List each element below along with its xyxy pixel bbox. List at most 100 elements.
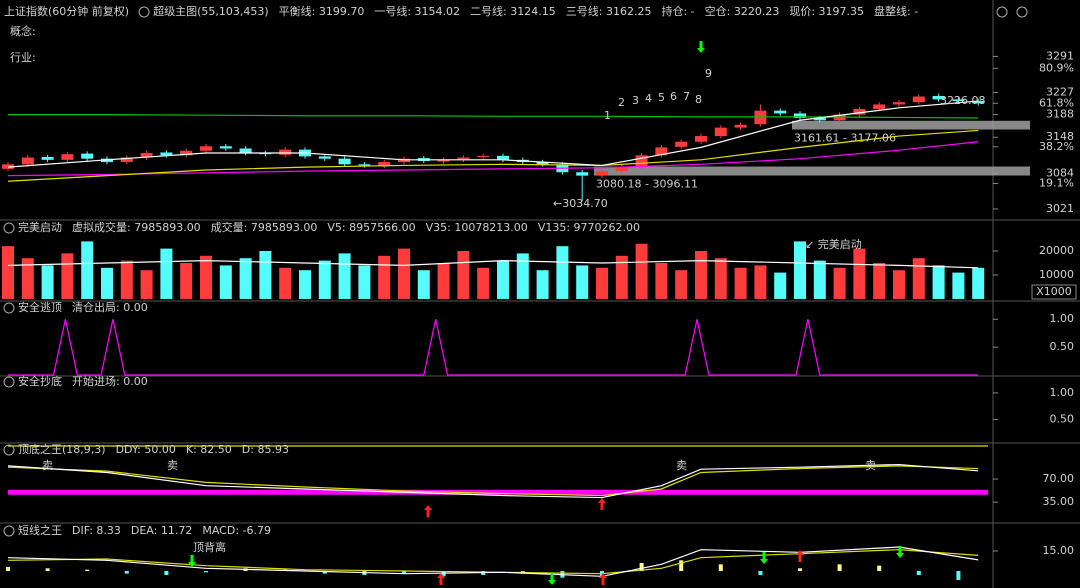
pct-tick-label: 19.1% <box>1039 177 1074 190</box>
candle-body <box>200 146 212 151</box>
volume-bar <box>437 263 450 299</box>
panel-icon <box>3 222 15 234</box>
volume-bar <box>635 243 648 299</box>
header-text: DEA: 11.72 <box>131 524 192 537</box>
header-text: 成交量: 7985893.00 <box>211 220 318 234</box>
candle-body <box>21 157 34 165</box>
macd-bar <box>164 571 169 575</box>
candle-body <box>972 101 985 104</box>
header-text: 安全逃顶 <box>18 300 62 314</box>
pct-tick-label: 61.8% <box>1039 96 1074 109</box>
volume-bar <box>972 267 985 299</box>
header-text: 完美启动 <box>18 220 62 234</box>
volume-bar <box>299 270 311 299</box>
y-tick-label: 3148 <box>1046 130 1074 143</box>
candle-body <box>774 110 787 114</box>
header-text: K: 82.50 <box>186 443 232 456</box>
volume-bar <box>833 267 846 299</box>
y-tick-label: 3021 <box>1046 202 1074 215</box>
macd-bar <box>718 564 723 571</box>
panel-icon <box>138 6 150 18</box>
y-tick-label: 10000 <box>1039 268 1074 281</box>
annotation: 9 <box>705 67 712 80</box>
candle-body <box>635 155 648 167</box>
volume-bar <box>794 241 806 299</box>
header-text: 顶底之王(18,9,3) <box>18 442 106 456</box>
header-text: DDY: 50.00 <box>116 443 176 456</box>
indicator-line <box>7 463 979 499</box>
volume-bar <box>655 263 668 299</box>
candle-body <box>655 147 668 156</box>
volume-bar <box>695 251 707 299</box>
y-tick-label: 0.50 <box>1050 340 1075 353</box>
indicator-line <box>7 465 979 497</box>
macd-bar <box>758 571 763 575</box>
y-tick-label: 3188 <box>1046 108 1074 121</box>
panel-icon <box>3 444 15 456</box>
candle-body <box>893 102 905 105</box>
unit-label: X1000 <box>1036 285 1072 298</box>
y-tick-label: 3291 <box>1046 49 1074 62</box>
volume-bar <box>576 265 589 299</box>
header-text: 超级主图(55,103,453) <box>153 4 269 18</box>
volume-bar <box>734 267 747 299</box>
candle-body <box>477 155 490 157</box>
annotation: 卖 <box>42 459 53 472</box>
volume-bar <box>497 260 509 299</box>
indicator-line <box>7 129 979 182</box>
candle-body <box>81 153 94 159</box>
candle-body <box>41 156 54 160</box>
volume-bar <box>714 258 727 299</box>
candle-body <box>932 95 945 100</box>
candle-body <box>536 162 549 165</box>
volume-bar <box>932 265 945 299</box>
candle-body <box>358 164 371 166</box>
macd-bar <box>798 568 802 571</box>
y-tick-label: 1.00 <box>1050 386 1075 399</box>
volume-bar <box>140 270 153 299</box>
panel-icon <box>3 525 15 537</box>
header-text: 持仓: - <box>661 4 694 18</box>
annotation: 5 <box>658 91 665 104</box>
header-text: V135: 9770262.00 <box>538 221 640 234</box>
candle-body <box>695 136 707 142</box>
annotation: ↙ 完美启动 <box>805 237 862 251</box>
candle-body <box>675 141 688 147</box>
indicator-line <box>8 319 979 376</box>
header-text: 三号线: 3162.25 <box>566 4 652 18</box>
volume-bar <box>239 258 252 299</box>
indicator-line <box>7 259 979 269</box>
candle-body <box>457 157 470 160</box>
annotation: 卖 <box>865 459 876 472</box>
y-tick-label: 70.00 <box>1043 472 1075 485</box>
header-text: 盘整线: - <box>874 4 918 18</box>
candle-body <box>180 150 193 156</box>
macd-bar <box>877 565 882 571</box>
signal-arrow <box>424 505 432 517</box>
annotation: 1 <box>604 109 611 122</box>
header-text: 平衡线: 3199.70 <box>279 4 365 18</box>
volume-bar <box>200 255 212 299</box>
macd-bar <box>6 567 10 571</box>
volume-bar <box>556 246 569 299</box>
volume-bar <box>81 241 94 299</box>
header-text: DIF: 8.33 <box>72 524 121 537</box>
macd-bar <box>837 564 842 571</box>
candle-body <box>160 152 173 156</box>
volume-bar <box>853 248 866 299</box>
pct-tick-label: 80.9% <box>1039 61 1074 74</box>
annotation: 行业: <box>10 51 36 64</box>
volume-bar <box>219 265 232 299</box>
volume-bar <box>952 272 965 299</box>
candle-body <box>219 146 232 149</box>
annotation: 3 <box>632 94 639 107</box>
candle-body <box>279 149 292 155</box>
candle-body <box>952 99 965 102</box>
candle-body <box>576 172 589 176</box>
volume-bar <box>893 270 905 299</box>
candle-body <box>734 124 747 128</box>
header-text: 安全抄底 <box>18 374 62 388</box>
candle-body <box>497 155 509 160</box>
y-tick-label: 3227 <box>1046 86 1074 99</box>
candle-body <box>615 166 628 172</box>
